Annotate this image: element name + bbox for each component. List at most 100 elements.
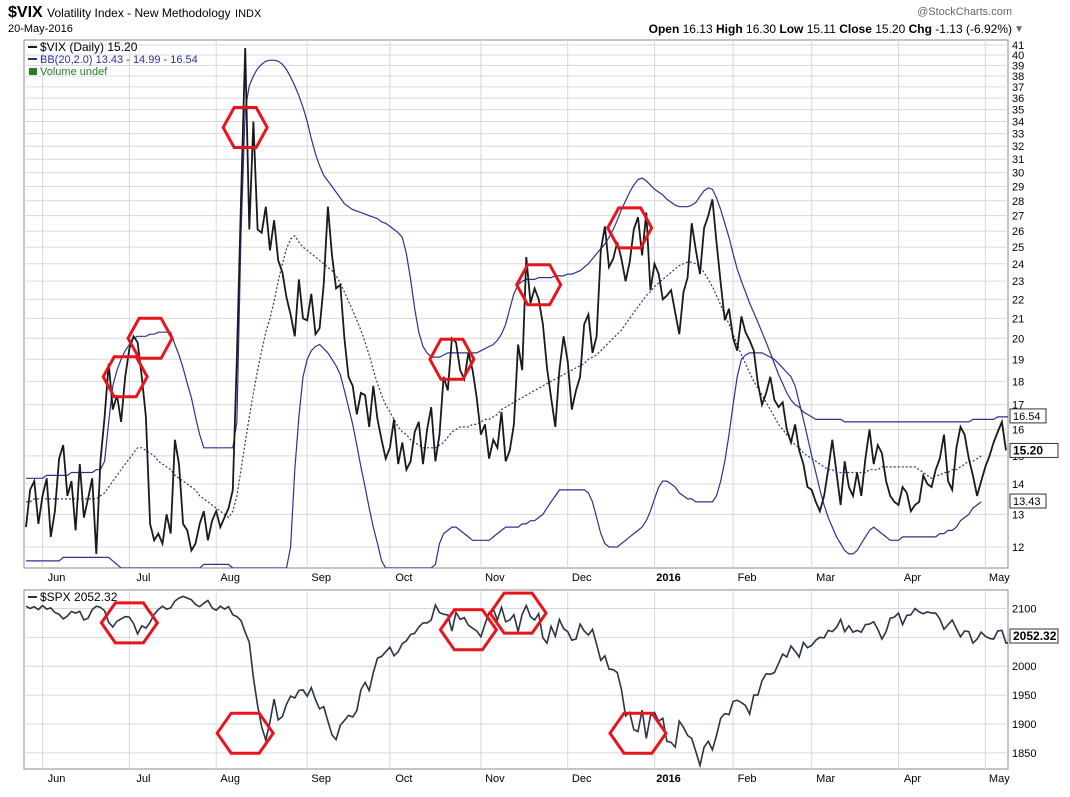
y-tick-label: 1900 — [1012, 719, 1036, 731]
value-tag — [1009, 628, 1059, 644]
y-tick-label: 35 — [1012, 105, 1024, 117]
y-tick-label: 14 — [1012, 479, 1024, 491]
x-tick-label: Jun — [48, 572, 66, 584]
x-tick-label: Mar — [816, 572, 835, 584]
x-tick-label: Jul — [136, 773, 150, 785]
x-tick-label: May — [989, 572, 1010, 584]
y-tick-label: 37 — [1012, 82, 1024, 94]
vix-plot-area — [23, 39, 1009, 569]
x-tick-label: 2016 — [656, 572, 680, 584]
exchange-label: INDX — [235, 8, 262, 20]
chart-title: $VIX Volatility Index - New Methodology … — [8, 4, 261, 22]
vix-legend-label: $VIX (Daily) 15.20 — [40, 40, 138, 54]
highlight-hexagon — [101, 355, 149, 399]
value-tag — [1009, 493, 1047, 509]
x-tick-label: Dec — [572, 773, 592, 785]
highlight-hexagon — [438, 608, 499, 652]
open-label: Open — [648, 22, 680, 36]
x-tick-label: Apr — [904, 572, 921, 584]
y-tick-label: 13 — [1012, 509, 1024, 521]
y-tick-label: 16 — [1012, 424, 1024, 436]
y-tick-label: 32 — [1012, 141, 1024, 153]
y-tick-label: 2000 — [1012, 661, 1036, 673]
spx-panel — [23, 589, 1009, 770]
value-tag-label: 2052.32 — [1013, 629, 1057, 643]
x-tick-label: 2016 — [656, 773, 680, 785]
x-tick-label: Oct — [395, 773, 412, 785]
chart-date: 20-May-2016 — [8, 23, 73, 35]
x-tick-label: Jun — [48, 773, 66, 785]
highlight-hexagon — [99, 601, 160, 645]
close-value: 15.20 — [875, 22, 906, 36]
y-tick-label: 12 — [1012, 542, 1024, 554]
value-tag — [1009, 408, 1047, 424]
y-tick-label: 33 — [1012, 129, 1024, 141]
y-tick-label: 31 — [1012, 154, 1024, 166]
y-tick-label: 36 — [1012, 93, 1024, 105]
high-label: High — [716, 22, 743, 36]
symbol-name: Volatility Index - New Methodology — [47, 6, 231, 20]
dropdown-arrow-icon[interactable]: ▼ — [1014, 24, 1024, 35]
value-tag-label: 13.43 — [1013, 496, 1041, 508]
x-tick-label: Feb — [738, 773, 757, 785]
x-tick-label: Sep — [311, 572, 331, 584]
bb-legend-label: BB(20,2.0) 13.43 - 14.99 - 16.54 — [40, 54, 198, 66]
x-tick-label: Apr — [904, 773, 921, 785]
y-tick-label: 1950 — [1012, 690, 1036, 702]
x-tick-label: Dec — [572, 572, 592, 584]
close-label: Close — [839, 22, 872, 36]
y-tick-label: 34 — [1012, 116, 1024, 128]
highlight-hexagon — [126, 316, 174, 360]
volume-legend-icon — [29, 68, 37, 75]
highlight-hexagon — [605, 206, 654, 250]
y-tick-label: 1850 — [1012, 748, 1036, 760]
highlight-hexagon — [514, 263, 563, 307]
value-tag — [1009, 442, 1059, 458]
y-tick-label: 27 — [1012, 211, 1024, 223]
highlight-hexagon — [488, 591, 548, 635]
highlight-hexagon — [428, 337, 476, 381]
value-tag-label: 16.54 — [1013, 411, 1041, 423]
low-value: 15.11 — [806, 22, 836, 36]
y-tick-label: 26 — [1012, 226, 1024, 238]
chg-value: -1.13 (-6.92%) — [935, 22, 1012, 36]
open-value: 16.13 — [682, 22, 713, 36]
y-tick-label: 20 — [1012, 333, 1024, 345]
x-tick-label: May — [989, 773, 1010, 785]
x-tick-label: Aug — [220, 773, 240, 785]
bb-lower-line — [26, 343, 982, 568]
x-tick-label: Nov — [485, 773, 505, 785]
y-tick-label: 2100 — [1012, 603, 1036, 615]
bb-middle-line — [26, 234, 982, 519]
y-tick-label: 39 — [1012, 60, 1024, 72]
highlight-hexagon — [215, 711, 276, 755]
x-tick-label: Oct — [395, 572, 412, 584]
y-tick-label: 21 — [1012, 313, 1024, 325]
x-tick-label: Feb — [738, 572, 757, 584]
y-tick-label: 29 — [1012, 181, 1024, 193]
vix-panel — [23, 39, 1009, 569]
chg-label: Chg — [908, 22, 932, 36]
value-tag-label: 15.20 — [1013, 443, 1043, 457]
y-tick-label: 24 — [1012, 259, 1024, 271]
highlight-hexagon — [608, 711, 668, 755]
y-tick-label: 22 — [1012, 294, 1024, 306]
high-value: 16.30 — [746, 22, 777, 36]
x-tick-label: Aug — [220, 572, 240, 584]
x-tick-label: Mar — [816, 773, 835, 785]
y-tick-label: 41 — [1012, 40, 1024, 52]
x-tick-label: Jul — [136, 572, 150, 584]
spx-price-line — [25, 595, 1008, 769]
spx-legend-label: $SPX 2052.32 — [40, 590, 118, 604]
vix-price-line — [25, 47, 1007, 554]
y-tick-label: 23 — [1012, 276, 1024, 288]
y-tick-label: 28 — [1012, 196, 1024, 208]
watermark: @StockCharts.com — [917, 6, 1012, 18]
ohlc-readout: Open 16.13 High 16.30 Low 15.11 Close 15… — [649, 22, 1012, 36]
y-tick-label: 25 — [1012, 242, 1024, 254]
spx-plot-area — [23, 589, 1009, 770]
low-label: Low — [779, 22, 804, 36]
y-tick-label: 19 — [1012, 354, 1024, 366]
y-tick-label: 40 — [1012, 50, 1024, 62]
